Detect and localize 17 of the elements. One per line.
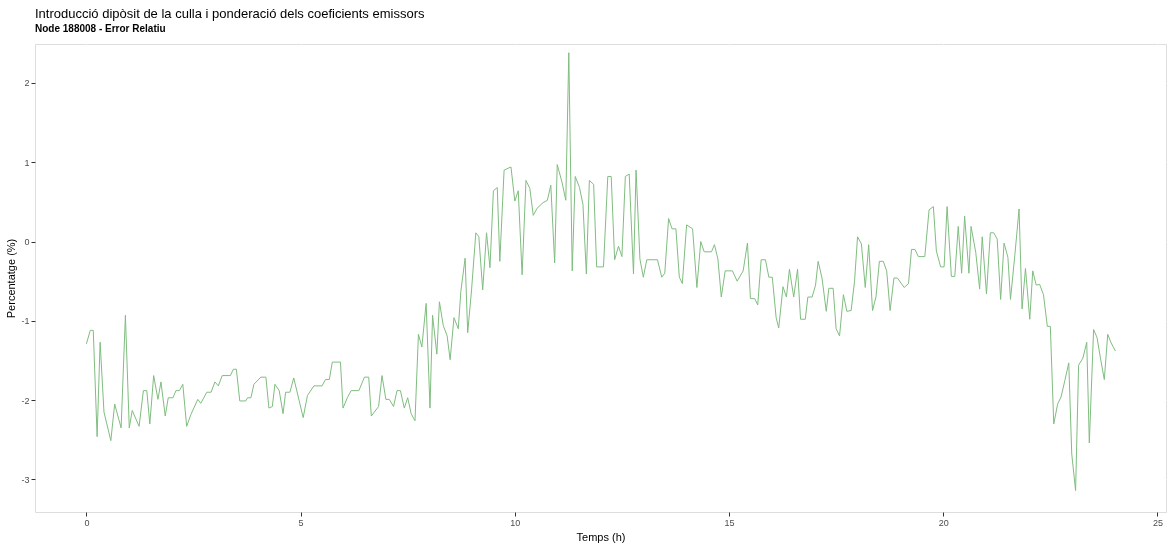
x-tick-label: 15 — [724, 517, 735, 528]
x-tick-label: 20 — [938, 517, 949, 528]
y-tick-label: 1 — [24, 157, 30, 168]
y-tick-label: -3 — [21, 474, 30, 485]
x-tick-label: 0 — [84, 517, 90, 528]
x-tick-label: 25 — [1152, 517, 1163, 528]
y-tick-label: 2 — [24, 78, 30, 89]
chart-subtitle: Node 188008 - Error Relatiu — [35, 23, 166, 34]
y-tick-label: -1 — [21, 316, 30, 327]
y-tick-label: 0 — [24, 237, 30, 248]
x-tick-label: 5 — [298, 517, 304, 528]
chart-title: Introducció dipòsit de la culla i ponderació dels coeficients emissors — [35, 6, 425, 21]
line-series — [85, 52, 1116, 492]
y-axis-title: Percentatge (%) — [5, 238, 18, 319]
y-tick-label: -2 — [21, 395, 30, 406]
x-axis-title: Temps (h) — [576, 530, 626, 543]
x-tick-label: 10 — [510, 517, 521, 528]
